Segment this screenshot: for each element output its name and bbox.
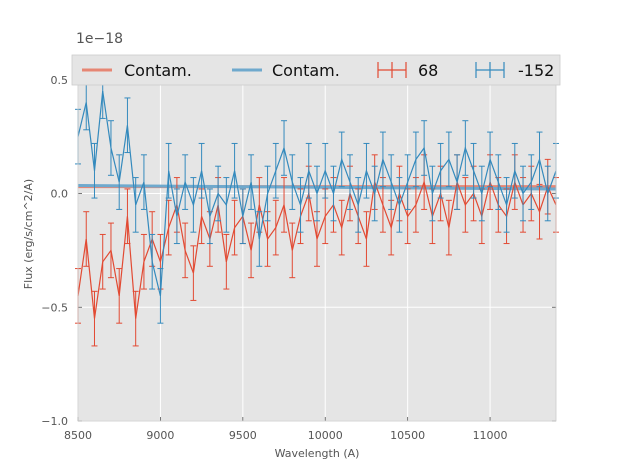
legend-68-label: 68: [418, 61, 438, 80]
x-tick-label: 10000: [308, 429, 343, 442]
x-tick-label: 10500: [390, 429, 425, 442]
x-tick-label: 11000: [473, 429, 508, 442]
y-axis-label: Flux (erg/s/cm^2/A): [22, 179, 35, 289]
y-tick-label: −1.0: [41, 415, 68, 428]
legend: Contam. Contam. 68 -152: [71, 54, 561, 86]
legend-contam-blue-label: Contam.: [272, 61, 340, 80]
data-series: [75, 63, 559, 347]
legend-152-label: -152: [518, 61, 554, 80]
series-line: [77, 91, 557, 297]
x-axis-label: Wavelength (A): [275, 447, 360, 460]
x-tick-label: 9000: [146, 429, 174, 442]
legend-68-swatch: [377, 62, 407, 78]
series-line: [77, 179, 557, 319]
y-scale-label: 1e−18: [76, 31, 123, 47]
legend-152-swatch: [475, 62, 505, 78]
y-tick-label: −0.5: [41, 301, 68, 314]
legend-contam-red-label: Contam.: [124, 61, 192, 80]
x-tick-label: 8500: [64, 429, 92, 442]
y-tick-label: 0.0: [51, 188, 69, 201]
x-tick-label: 9500: [229, 429, 257, 442]
axes: 8500 9000 9500 10000 10500 11000 −1.0 −0.5 0.0 0.…: [41, 56, 557, 442]
series--152: [75, 63, 559, 324]
y-tick-label: 0.5: [51, 74, 69, 87]
